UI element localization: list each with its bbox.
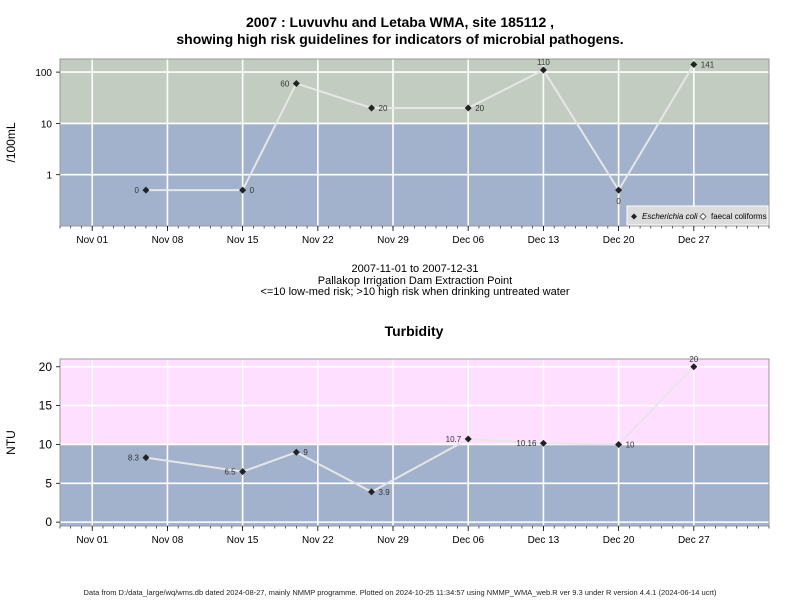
micro-ytick-label: 10: [41, 119, 53, 130]
micro-data-point: [239, 186, 247, 194]
micro-data-label: 20: [379, 104, 388, 113]
footer-note: Data from D:/data_large/wq/wms.db dated …: [83, 588, 717, 597]
turb-data-label: 20: [689, 355, 698, 364]
micro-data-point: [690, 60, 698, 68]
turb-xtick-label: Dec 13: [528, 535, 560, 546]
turb-data-point: [539, 439, 547, 447]
turb-data-label: 9: [303, 448, 308, 457]
turb-data-point: [142, 454, 150, 462]
turb-xtick-label: Dec 06: [452, 535, 484, 546]
site-name-text: Pallakop Irrigation Dam Extraction Point: [317, 275, 513, 287]
micro-ylabel: /100mL: [4, 122, 18, 162]
turb-ylabel: NTU: [4, 430, 18, 455]
turb-high-risk-band: [60, 359, 769, 445]
turb-ytick-label: 15: [39, 399, 53, 413]
turb-data-label: 3.9: [379, 488, 391, 497]
micro-xtick-label: Dec 06: [452, 235, 484, 246]
micro-data-point: [615, 186, 623, 194]
turb-series-line: [145, 366, 695, 493]
turb-xtick-label: Dec 20: [603, 535, 635, 546]
micro-data-label: 0: [250, 186, 255, 195]
legend-box: [626, 205, 769, 226]
turb-xtick-label: Nov 15: [227, 535, 259, 546]
micro-series-line: [145, 63, 695, 193]
micro-data-label: 20: [475, 104, 484, 113]
micro-data-point: [368, 104, 376, 112]
turb-data-point: [690, 363, 698, 371]
turb-data-point: [368, 488, 376, 496]
risk-note-text: <=10 low-med risk; >10 high risk when dr…: [260, 286, 570, 298]
turb-data-point: [464, 435, 472, 443]
turb-data-label: 6.5: [224, 468, 236, 477]
micro-xtick-label: Dec 13: [528, 235, 560, 246]
turb-ytick-label: 20: [39, 360, 53, 374]
micro-xtick-label: Nov 22: [302, 235, 334, 246]
micro-data-label: 110: [537, 58, 550, 67]
chart-title-line1: 2007 : Luvuvhu and Letaba WMA, site 1851…: [245, 14, 555, 30]
micro-ytick-label: 100: [35, 68, 52, 79]
turbidity-panel: 0 5 10 15 20 Nov 01 Nov 08 Nov 15 Nov 22 Nov 29 De…: [4, 355, 770, 546]
turb-data-label: 10.16: [516, 439, 537, 448]
micro-data-point: [464, 104, 472, 112]
legend: Escherichia coli faecal coliforms: [626, 205, 769, 226]
legend-faecal-label: faecal coliforms: [711, 212, 767, 221]
micro-data-point: [292, 79, 300, 87]
turbidity-title: Turbidity: [384, 323, 444, 339]
micro-data-label: 0: [134, 186, 139, 195]
legend-faecal-marker: [699, 212, 707, 221]
micro-ytick-label: 1: [46, 171, 52, 182]
micro-xtick-label: Nov 01: [76, 235, 108, 246]
turb-xtick-label: Nov 08: [152, 535, 184, 546]
micro-xtick-label: Nov 08: [152, 235, 184, 246]
turb-data-point: [239, 468, 247, 476]
legend-ecoli-marker: [631, 213, 637, 220]
micro-data-label: 60: [280, 79, 289, 88]
micro-xtick-label: Nov 15: [227, 235, 259, 246]
turb-data-label: 10.7: [446, 435, 462, 444]
turb-ytick-label: 0: [45, 515, 52, 529]
turb-data-point: [615, 440, 623, 448]
micro-xtick-label: Dec 27: [678, 235, 710, 246]
chart-title-line2: showing high risk guidelines for indicat…: [176, 31, 624, 47]
turb-data-label: 8.3: [128, 454, 140, 463]
turb-low-risk-band: [60, 444, 769, 526]
turb-ytick-label: 5: [45, 476, 52, 490]
turb-xtick-label: Nov 22: [302, 535, 334, 546]
micro-xtick-label: Dec 20: [603, 235, 635, 246]
micro-data-point: [539, 66, 547, 74]
date-range-text: 2007-11-01 to 2007-12-31: [351, 263, 479, 275]
micro-data-label: 0: [616, 197, 621, 206]
micro-xtick-label: Nov 29: [377, 235, 409, 246]
turb-ytick-label: 10: [39, 437, 53, 451]
turb-data-point: [292, 448, 300, 456]
micro-high-risk-band: [60, 59, 769, 124]
micro-data-label: 141: [701, 60, 715, 69]
turb-xtick-label: Nov 01: [76, 535, 108, 546]
turb-xtick-label: Nov 29: [377, 535, 409, 546]
legend-ecoli-label: Escherichia coli: [642, 212, 698, 221]
micro-data-point: [142, 186, 150, 194]
turb-data-label: 10: [626, 440, 635, 449]
turb-xtick-label: Dec 27: [678, 535, 710, 546]
